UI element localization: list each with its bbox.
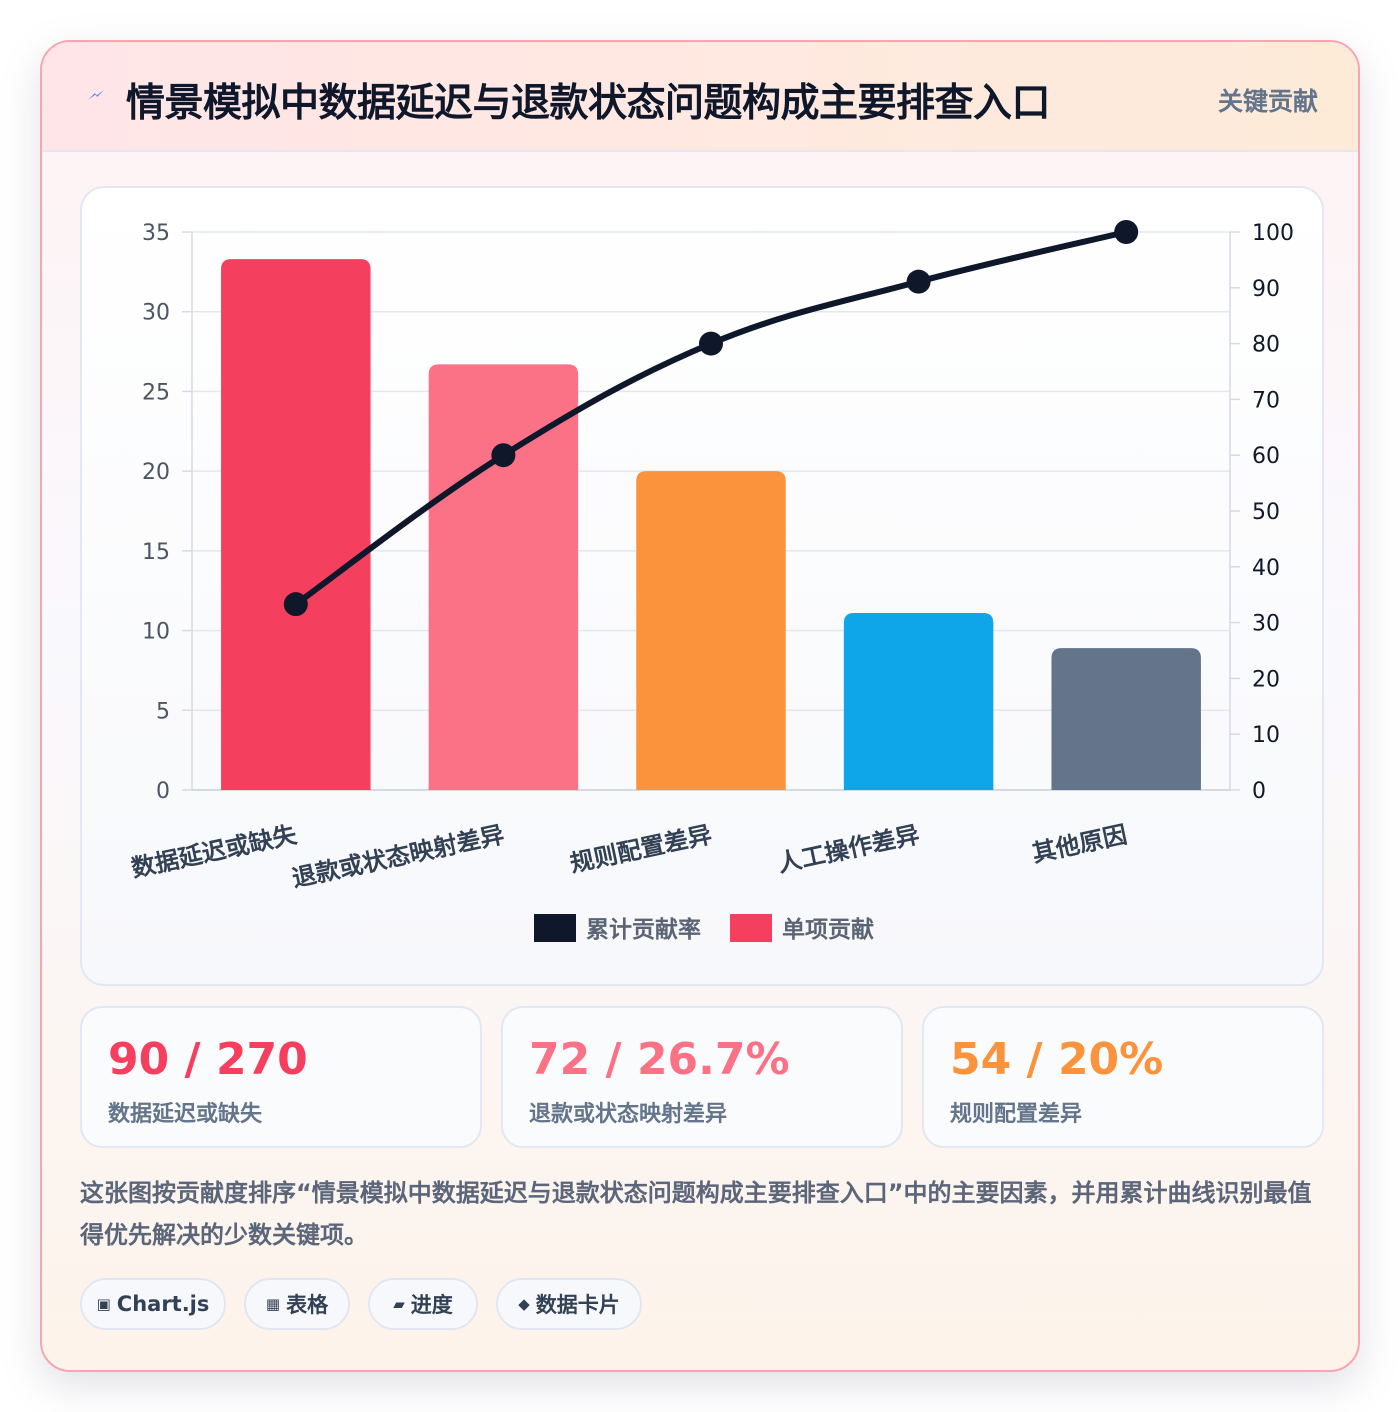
- y-left-tick-label: 25: [142, 380, 170, 405]
- y-right-tick-label: 30: [1252, 612, 1280, 637]
- stat-label: 退款或状态映射差异: [529, 1102, 728, 1127]
- y-right-tick-label: 60: [1252, 444, 1280, 469]
- chip-label: 进度: [410, 1293, 453, 1317]
- stat-label: 规则配置差异: [950, 1102, 1083, 1127]
- y-left-tick-label: 10: [142, 620, 170, 645]
- report-card: 情景模拟中数据延迟与退款状态问题构成主要排查入口 关键贡献 0 5 10 15 20 25…: [40, 40, 1360, 1372]
- y-right-tick-label: 0: [1252, 779, 1266, 804]
- cumulative-point: [699, 331, 723, 356]
- stat-value: 72 / 26.7%: [529, 1034, 790, 1085]
- stat-card-1: 90 / 270 数据延迟或缺失: [80, 1006, 482, 1148]
- y-right-tick-label: 10: [1252, 723, 1280, 748]
- legend-label: 单项贡献: [782, 917, 874, 943]
- pareto-chart: 0 5 10 15 20 25 30 35 0 10 20 30 40 50 60 70 80 90 100 数据延迟…: [129, 220, 1294, 943]
- bar: [636, 471, 786, 790]
- legend-label: 累计贡献率: [586, 916, 701, 943]
- x-tick-label: 数据延迟或缺失: [129, 820, 300, 883]
- legend-swatch: [730, 914, 772, 942]
- diamond-icon: ◆: [518, 1295, 530, 1313]
- y-right-tick-label: 40: [1252, 556, 1280, 581]
- y-right-tick-label: 90: [1252, 277, 1280, 302]
- y-right-tick-label: 70: [1252, 388, 1280, 413]
- progress-bar-icon: ▰: [393, 1295, 405, 1313]
- stat-label: 数据延迟或缺失: [108, 1102, 263, 1127]
- card-header: 情景模拟中数据延迟与退款状态问题构成主要排查入口 关键贡献: [42, 42, 1358, 152]
- stat-value: 54 / 20%: [950, 1034, 1164, 1085]
- pareto-chart-panel: 0 5 10 15 20 25 30 35 0 10 20 30 40 50 60 70 80 90 100 数据延迟…: [80, 186, 1324, 986]
- y-left-tick-label: 30: [142, 301, 170, 326]
- y-left-tick-label: 0: [156, 779, 170, 804]
- x-tick-label: 其他原因: [1030, 820, 1130, 867]
- cumulative-point: [491, 443, 516, 468]
- bar: [428, 364, 579, 790]
- bar: [843, 613, 994, 790]
- x-tick-label: 人工操作差异: [775, 820, 922, 877]
- chip-label: Chart.js: [116, 1292, 210, 1316]
- y-left-tick-label: 20: [142, 460, 170, 485]
- key-contribution-tag: 关键贡献: [1217, 87, 1318, 116]
- y-right-tick-label: 50: [1252, 500, 1280, 525]
- chip-label: 数据卡片: [535, 1293, 620, 1317]
- y-right-tick-label: 100: [1252, 221, 1294, 246]
- chip-chartjs[interactable]: ▣ Chart.js: [80, 1278, 226, 1330]
- cumulative-point: [906, 269, 931, 294]
- y-left-tick-label: 5: [156, 699, 170, 724]
- chart-description: 这张图按贡献度排序“情景模拟中数据延迟与退款状态问题构成主要排查入口”中的主要因…: [80, 1179, 1312, 1249]
- table-grid-icon: ▦: [265, 1295, 281, 1313]
- stat-card-3: 54 / 20% 规则配置差异: [922, 1006, 1324, 1148]
- chart-square-icon: ▣: [96, 1295, 111, 1313]
- y-right-tick-label: 80: [1252, 333, 1280, 358]
- bar: [221, 259, 371, 790]
- chip-table[interactable]: ▦ 表格: [244, 1278, 350, 1330]
- x-tick-label: 退款或状态映射差异: [290, 820, 507, 892]
- stat-value: 90 / 270: [108, 1034, 308, 1085]
- cumulative-point: [283, 592, 308, 617]
- y-left-tick-label: 15: [142, 540, 170, 565]
- stat-card-2: 72 / 26.7% 退款或状态映射差异: [501, 1006, 903, 1148]
- cumulative-point: [1114, 220, 1139, 244]
- chip-label: 表格: [286, 1293, 329, 1317]
- x-tick-label: 规则配置差异: [568, 820, 715, 877]
- page-title: 情景模拟中数据延迟与退款状态问题构成主要排查入口: [126, 81, 1051, 126]
- y-left-tick-label: 35: [142, 221, 170, 246]
- chip-data-card[interactable]: ◆ 数据卡片: [496, 1278, 642, 1330]
- lightning-bolt-icon: [88, 90, 104, 100]
- legend-swatch: [534, 914, 576, 942]
- y-right-tick-label: 20: [1252, 667, 1280, 692]
- bar: [1051, 648, 1201, 790]
- chip-progress[interactable]: ▰ 进度: [368, 1278, 478, 1330]
